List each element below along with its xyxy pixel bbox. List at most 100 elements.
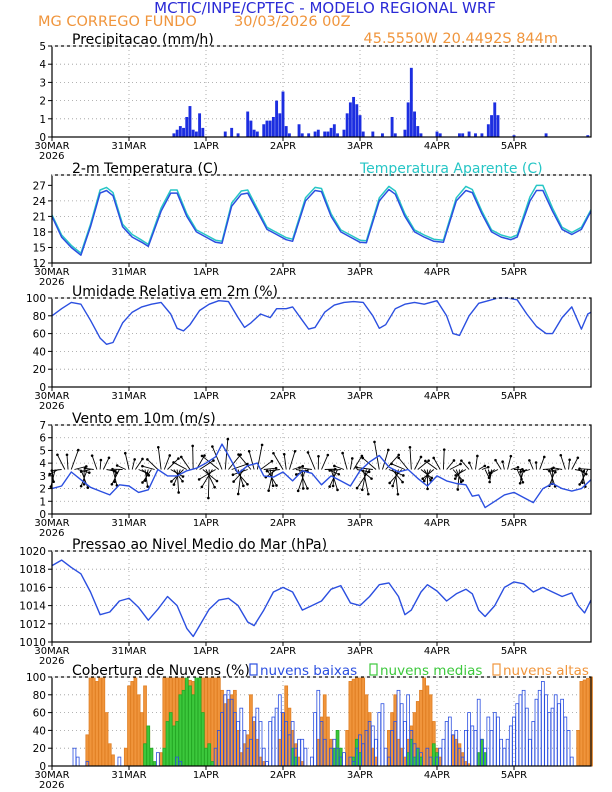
clouds-legend-swatch	[369, 663, 378, 676]
wind-vector	[549, 469, 559, 472]
wind-vector-head	[397, 456, 400, 460]
wind-vector-head	[272, 451, 275, 455]
wind-vector-head	[360, 454, 364, 458]
clouds-low-bar	[268, 721, 273, 767]
wind-vector	[495, 459, 502, 470]
wind-vector	[297, 469, 306, 491]
wind-vector-head	[84, 465, 88, 468]
wind-vector	[224, 439, 229, 470]
precip-xtick-label: 2APR	[270, 141, 296, 152]
humidity-title: Umidade Relativa em 2m (%)	[72, 284, 278, 300]
wind-vector	[260, 460, 273, 470]
clouds-high-bar	[213, 676, 218, 767]
wind-vector	[398, 457, 409, 470]
humidity-ytick-label: 20	[33, 364, 46, 376]
precip-bar	[348, 102, 352, 137]
wind-vector-head	[99, 458, 103, 462]
wind-vector	[579, 468, 592, 470]
clouds-low-bar	[156, 752, 160, 767]
precip-bar	[223, 131, 227, 137]
clouds-high-bar	[220, 689, 224, 767]
clouds-low-bar	[537, 689, 542, 767]
clouds-mid-bar	[143, 743, 147, 767]
wind-vector	[144, 469, 149, 481]
wind-vector-head	[56, 453, 59, 457]
wind-vector	[449, 463, 461, 470]
precip-bar	[236, 133, 240, 137]
location-label: MG CORREGO FUNDO	[38, 14, 197, 30]
precip-bar	[185, 116, 189, 137]
wind-vector	[356, 467, 373, 470]
wind-ytick-label: 7	[39, 420, 46, 432]
wind-vector-head	[111, 467, 114, 471]
wind-vector	[263, 467, 277, 470]
temp-ytick-label: 12	[33, 258, 46, 270]
figure-title: MCTIC/INPE/CPTEC - MODELO REGIONAL WRF	[154, 0, 496, 17]
clouds-high-bar	[239, 752, 244, 767]
pressure-xtick-label: 5APR	[501, 646, 527, 657]
precip-bar	[198, 113, 202, 137]
clouds-low-bar	[515, 703, 520, 767]
humidity-ytick-label: 80	[33, 311, 46, 323]
wind-vector-head	[237, 453, 240, 456]
wind-vector	[205, 469, 216, 488]
wind-vector-head	[390, 462, 393, 466]
wind-xtick-label: 5APR	[501, 518, 527, 529]
temp-panel: 12 15 18 21 24 27 30MAR 31MAR 1APR 2APR 3APR 4APR 5A…	[33, 161, 592, 288]
wind-vector	[307, 452, 316, 470]
wind-vector	[461, 460, 470, 470]
wind-vector-head	[306, 451, 310, 454]
clouds-high-bar	[104, 712, 109, 767]
wind-vector-head	[181, 475, 185, 478]
precip-bar	[332, 124, 336, 137]
wind-vector	[147, 459, 159, 470]
precip-bar	[474, 133, 477, 137]
precip-bar	[265, 120, 269, 137]
wind-vector	[502, 461, 505, 470]
precip-bar	[249, 120, 253, 137]
wind-vector	[356, 469, 370, 473]
clouds-high-bar	[223, 703, 228, 767]
wind-vector-head	[65, 453, 69, 457]
wind-vector-head	[157, 445, 160, 449]
wind-vector-head	[275, 484, 278, 487]
clouds-xtick-label: 1APR	[193, 770, 219, 781]
wind-vector-head	[246, 482, 249, 486]
clouds-ytick-label: 20	[33, 743, 46, 755]
clouds-high-bar	[123, 747, 128, 767]
wind-vector-head	[488, 480, 491, 484]
clouds-low-bar	[342, 752, 346, 767]
clouds-frame	[51, 676, 592, 767]
clouds-low-bar	[521, 689, 526, 767]
wind-vector-head	[509, 454, 513, 458]
humidity-line	[51, 297, 592, 345]
precip-bar	[438, 133, 442, 137]
wind-vector	[202, 469, 218, 482]
clouds-high-bar	[396, 738, 401, 767]
wind-vector-head	[442, 448, 446, 451]
wind-vector-head	[397, 453, 401, 457]
clouds-low-bar	[569, 756, 574, 767]
wind-vector-head	[336, 488, 339, 492]
clouds-mid-bar	[435, 752, 439, 767]
wind-vector	[507, 456, 512, 470]
temp-temperature-line	[51, 188, 592, 256]
pressure-xtick-label: 1APR	[193, 646, 219, 657]
precip-bar	[172, 133, 176, 137]
wind-vector	[81, 469, 91, 473]
precip-bar	[512, 135, 516, 137]
wind-vector	[334, 465, 345, 470]
clouds-high-bar	[319, 716, 324, 767]
wind-vector-head	[401, 480, 404, 484]
wind-vector-head	[267, 489, 270, 492]
clouds-low-bar	[544, 694, 548, 767]
clouds-high-bar	[255, 738, 260, 767]
wind-vector	[173, 462, 187, 470]
precip-bar	[230, 127, 234, 137]
clouds-low-bar	[557, 703, 561, 767]
temp-xtick-label: 2APR	[270, 267, 296, 278]
wind-vector-head	[459, 480, 463, 484]
wind-vector	[273, 453, 284, 470]
clouds-mid-bar	[175, 721, 179, 767]
